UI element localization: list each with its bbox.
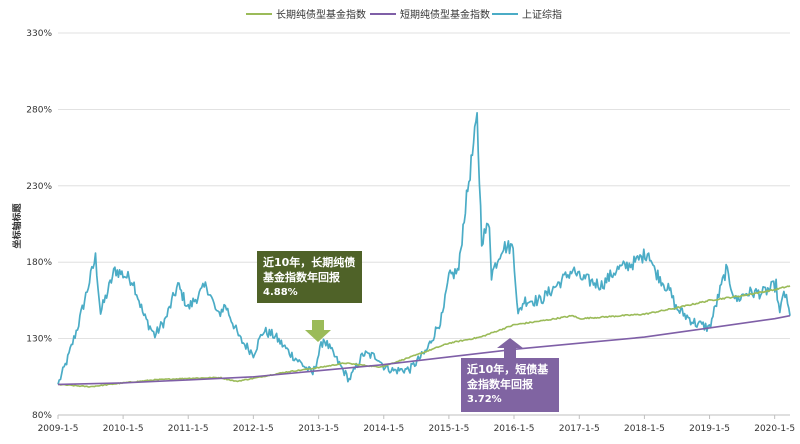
x-tick-label: 2015-1-5 <box>428 424 469 434</box>
legend-short-bond-label: 短期纯债型基金指数 <box>400 8 490 21</box>
callout-long-bond-line2: 基金指数年回报 <box>263 271 340 284</box>
x-tick-label: 2009-1-5 <box>38 424 79 434</box>
down-arrow-icon <box>305 320 331 342</box>
y-axis-title: 坐标轴标题 <box>11 203 23 249</box>
callout-long-bond-line1: 近10年，长期纯债 <box>263 256 356 269</box>
y-tick-label: 230% <box>26 182 52 192</box>
legend-long-bond-label: 长期纯债型基金指数 <box>276 8 366 21</box>
x-tick-label: 2018-1-5 <box>624 424 665 434</box>
x-tick-label: 2011-1-5 <box>168 424 209 434</box>
series-shanghai-composite-line <box>57 111 791 385</box>
callout-short-bond-line2: 金指数年回报 <box>467 378 533 391</box>
callout-long-bond-value: 4.88% <box>263 287 298 298</box>
y-tick-label: 130% <box>26 335 52 345</box>
x-tick-label: 2010-1-5 <box>103 424 144 434</box>
legend-long-bond: 长期纯债型基金指数 <box>246 8 366 21</box>
x-tick-label: 2014-1-5 <box>363 424 404 434</box>
callout-long-bond: 近10年，长期纯债 基金指数年回报 4.88% <box>257 251 362 303</box>
legend-shanghai-composite: 上证综指 <box>492 8 562 21</box>
callout-short-bond-line1: 近10年，短债基 <box>467 363 549 376</box>
x-tick-label: 2017-1-5 <box>559 424 600 434</box>
y-tick-label: 180% <box>26 258 52 268</box>
callout-short-bond: 近10年，短债基 金指数年回报 3.72% <box>461 358 559 412</box>
x-tick-label: 2019-1-5 <box>689 424 730 434</box>
callout-short-bond-value: 3.72% <box>467 394 502 405</box>
x-tick-label: 2013-1-5 <box>298 424 339 434</box>
legend-shanghai-composite-label: 上证综指 <box>522 8 562 21</box>
x-tick-label: 2012-1-5 <box>233 424 274 434</box>
legend-short-bond: 短期纯债型基金指数 <box>370 8 490 21</box>
y-tick-label: 280% <box>26 105 52 115</box>
series-long-bond-line <box>57 285 791 388</box>
up-arrow-icon <box>497 338 523 358</box>
x-tick-label: 2016-1-5 <box>494 424 535 434</box>
series-short-bond-line <box>57 314 791 386</box>
x-tick-label: 2020-1-5 <box>754 424 795 434</box>
y-tick-label: 80% <box>32 411 52 421</box>
y-tick-label: 330% <box>26 29 52 39</box>
